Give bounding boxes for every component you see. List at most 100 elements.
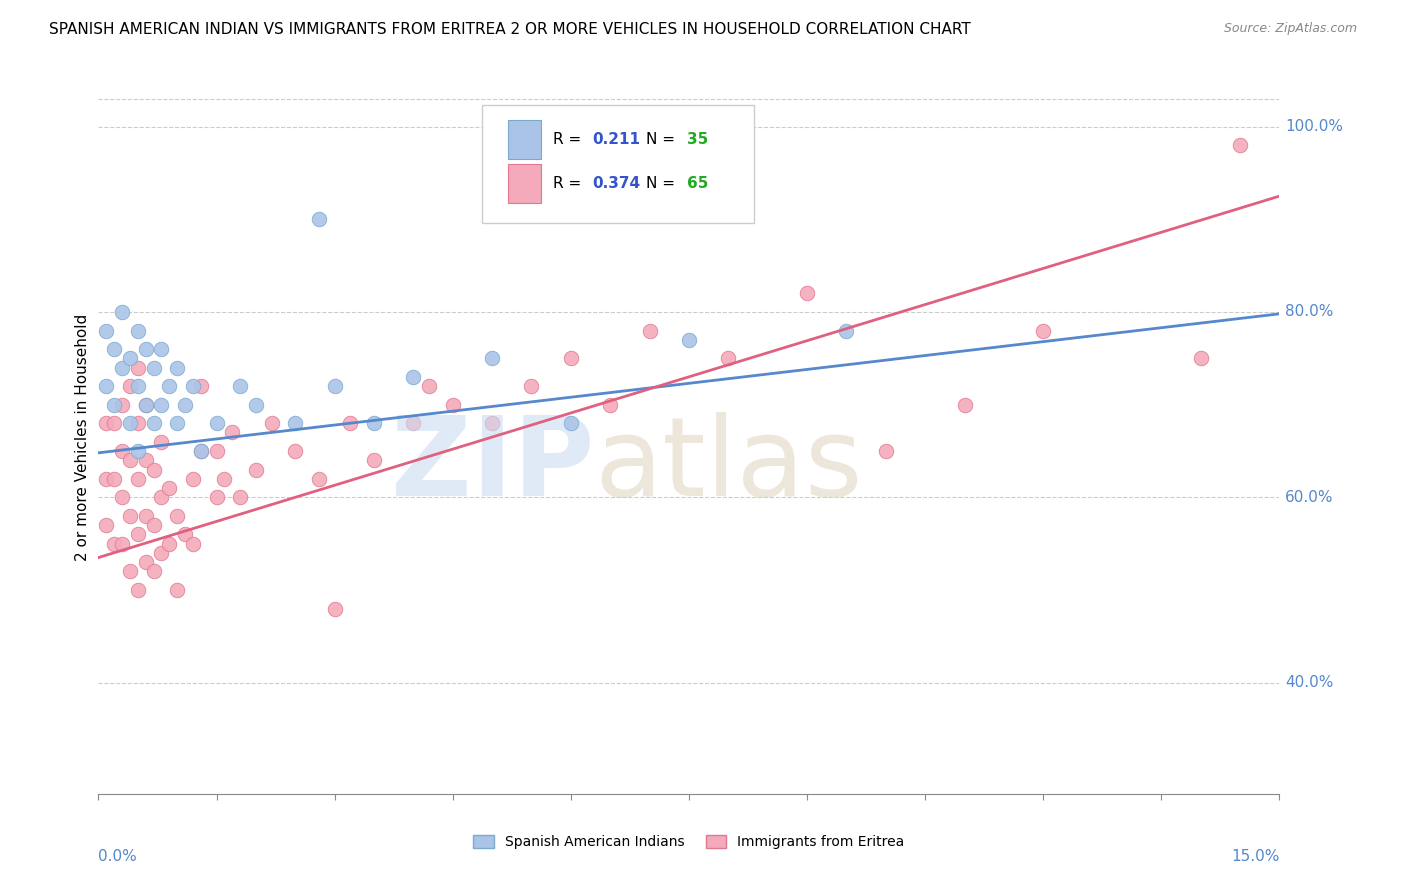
Point bbox=[190, 444, 212, 458]
Point bbox=[363, 453, 385, 467]
Text: SPANISH AMERICAN INDIAN VS IMMIGRANTS FROM ERITREA 2 OR MORE VEHICLES IN HOUSEHO: SPANISH AMERICAN INDIAN VS IMMIGRANTS FR… bbox=[49, 22, 972, 37]
Text: N =: N = bbox=[647, 177, 681, 191]
Point bbox=[127, 527, 149, 541]
Point bbox=[520, 379, 543, 393]
Point bbox=[221, 425, 243, 440]
Point bbox=[157, 536, 180, 550]
Point bbox=[402, 369, 425, 384]
Point bbox=[135, 555, 157, 569]
Point bbox=[284, 444, 307, 458]
FancyBboxPatch shape bbox=[482, 105, 754, 223]
Text: 0.211: 0.211 bbox=[592, 132, 640, 147]
Point bbox=[127, 360, 149, 375]
Point bbox=[1229, 138, 1251, 153]
Point bbox=[166, 508, 188, 523]
Point bbox=[560, 351, 582, 366]
Point bbox=[599, 398, 621, 412]
Point bbox=[127, 582, 149, 597]
Point bbox=[118, 379, 141, 393]
Point bbox=[229, 379, 252, 393]
Point bbox=[111, 444, 134, 458]
Point bbox=[103, 342, 125, 356]
Point bbox=[135, 508, 157, 523]
FancyBboxPatch shape bbox=[508, 120, 541, 159]
Text: 65: 65 bbox=[686, 177, 709, 191]
Point bbox=[96, 379, 118, 393]
Point bbox=[135, 398, 157, 412]
Point bbox=[181, 379, 204, 393]
Point bbox=[96, 472, 118, 486]
Point bbox=[214, 472, 236, 486]
Point bbox=[323, 379, 346, 393]
Point bbox=[142, 416, 165, 430]
Point bbox=[245, 462, 267, 476]
Text: R =: R = bbox=[553, 177, 586, 191]
Point bbox=[1189, 351, 1212, 366]
Point bbox=[127, 379, 149, 393]
Text: atlas: atlas bbox=[595, 412, 863, 519]
Text: 0.0%: 0.0% bbox=[98, 849, 138, 864]
Point bbox=[127, 324, 149, 338]
Point bbox=[96, 324, 118, 338]
Point bbox=[135, 398, 157, 412]
Point bbox=[560, 416, 582, 430]
Point bbox=[96, 518, 118, 533]
Point bbox=[308, 472, 330, 486]
Text: R =: R = bbox=[553, 132, 586, 147]
Point bbox=[245, 398, 267, 412]
Point bbox=[103, 416, 125, 430]
Point bbox=[205, 491, 228, 505]
Point bbox=[229, 491, 252, 505]
Point bbox=[111, 305, 134, 319]
Point bbox=[127, 416, 149, 430]
Point bbox=[111, 536, 134, 550]
Point bbox=[678, 333, 700, 347]
Point bbox=[142, 518, 165, 533]
Point bbox=[103, 472, 125, 486]
Point bbox=[103, 536, 125, 550]
Point bbox=[418, 379, 440, 393]
Point bbox=[796, 286, 818, 301]
Point bbox=[441, 398, 464, 412]
Point bbox=[638, 324, 661, 338]
Text: N =: N = bbox=[647, 132, 681, 147]
Point bbox=[118, 351, 141, 366]
Point bbox=[135, 453, 157, 467]
Point bbox=[174, 398, 197, 412]
Point bbox=[166, 360, 188, 375]
Point bbox=[127, 444, 149, 458]
Point bbox=[835, 324, 858, 338]
Point bbox=[953, 398, 976, 412]
Point bbox=[142, 462, 165, 476]
Text: ZIP: ZIP bbox=[391, 412, 595, 519]
Point bbox=[339, 416, 361, 430]
Point bbox=[150, 434, 173, 449]
Text: 60.0%: 60.0% bbox=[1285, 490, 1334, 505]
Point bbox=[96, 416, 118, 430]
Point bbox=[205, 444, 228, 458]
Text: 0.374: 0.374 bbox=[592, 177, 640, 191]
FancyBboxPatch shape bbox=[508, 164, 541, 203]
Point bbox=[1032, 324, 1054, 338]
Point bbox=[181, 472, 204, 486]
Point bbox=[481, 416, 503, 430]
Point bbox=[190, 444, 212, 458]
Point bbox=[166, 582, 188, 597]
Text: 35: 35 bbox=[686, 132, 707, 147]
Point bbox=[205, 416, 228, 430]
Point bbox=[150, 546, 173, 560]
Point bbox=[142, 565, 165, 579]
Point bbox=[308, 212, 330, 227]
Text: 15.0%: 15.0% bbox=[1232, 849, 1279, 864]
Point bbox=[150, 491, 173, 505]
Point bbox=[111, 398, 134, 412]
Point bbox=[284, 416, 307, 430]
Point bbox=[181, 536, 204, 550]
Point bbox=[150, 342, 173, 356]
Point bbox=[118, 565, 141, 579]
Point bbox=[875, 444, 897, 458]
Point bbox=[135, 342, 157, 356]
Point bbox=[127, 472, 149, 486]
Point bbox=[118, 453, 141, 467]
Text: 40.0%: 40.0% bbox=[1285, 675, 1334, 690]
